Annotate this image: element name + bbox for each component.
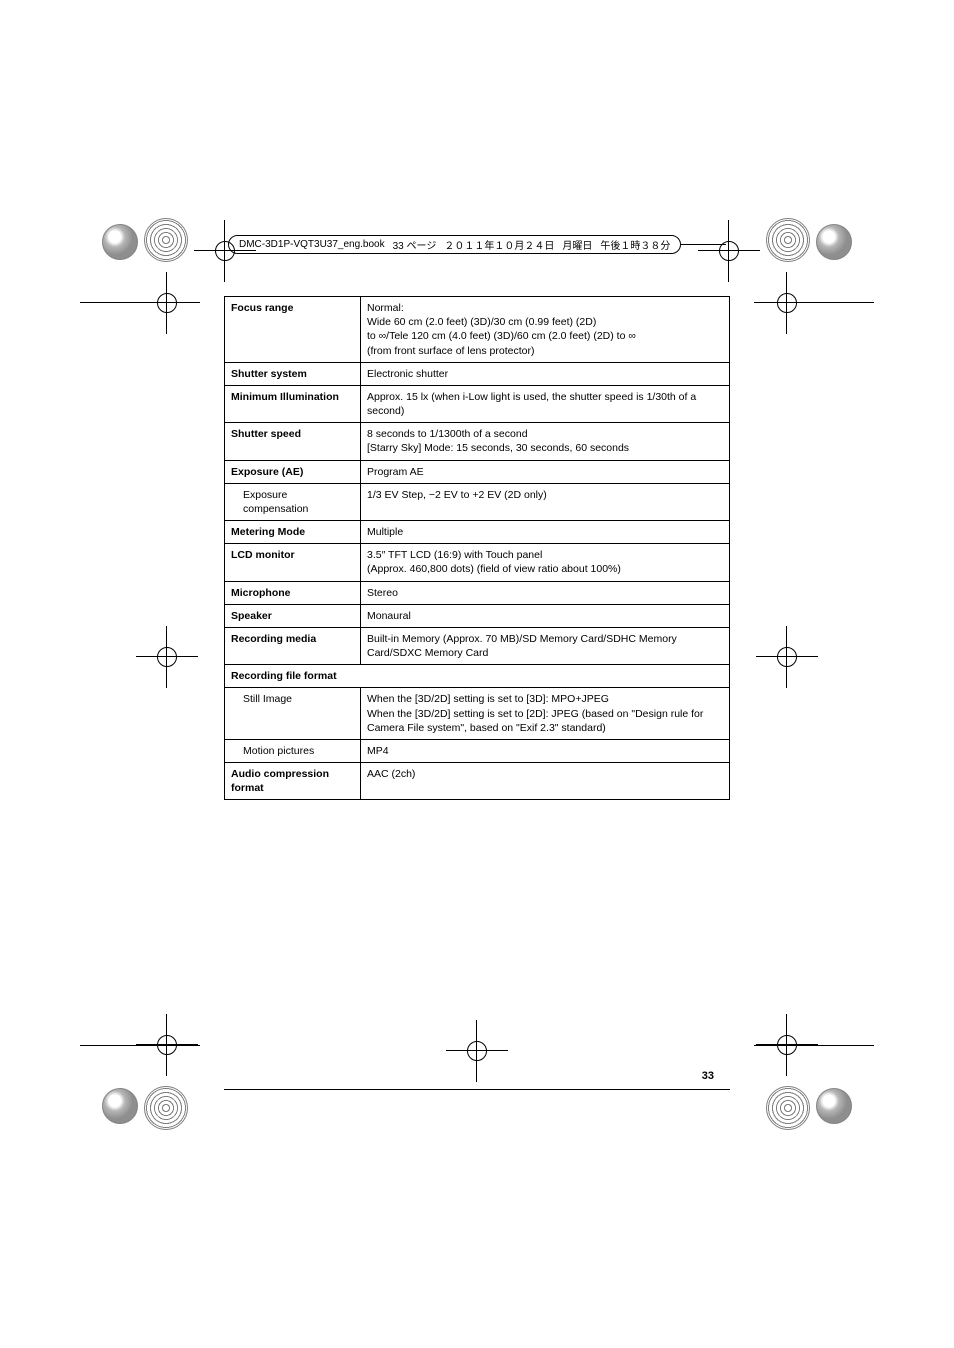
table-row: Minimum Illumination Approx. 15 lx (when… <box>225 385 730 422</box>
spec-value: Stereo <box>361 581 730 604</box>
spec-label: Focus range <box>225 297 361 363</box>
print-corner-globe <box>766 218 810 262</box>
spec-value: Normal: Wide 60 cm (2.0 feet) (3D)/30 cm… <box>361 297 730 363</box>
spec-label: Shutter system <box>225 362 361 385</box>
header-date-jp: ２０１１年１０月２４日 <box>444 237 554 252</box>
table-row: Audio compression format AAC (2ch) <box>225 763 730 800</box>
table-row: Still Image When the [3D/2D] setting is … <box>225 688 730 740</box>
spec-value: MP4 <box>361 739 730 762</box>
spec-section: Recording file format <box>225 665 730 688</box>
print-header-oval: DMC-3D1P-VQT3U37_eng.book 33 ページ ２０１１年１０… <box>228 235 681 254</box>
header-rule <box>681 244 726 245</box>
spec-table: Focus range Normal: Wide 60 cm (2.0 feet… <box>224 296 730 800</box>
spec-value: Program AE <box>361 460 730 483</box>
spec-value: Built-in Memory (Approx. 70 MB)/SD Memor… <box>361 627 730 664</box>
spec-value: Electronic shutter <box>361 362 730 385</box>
table-row: Motion pictures MP4 <box>225 739 730 762</box>
table-row: Recording media Built-in Memory (Approx.… <box>225 627 730 664</box>
spec-value: 3.5″ TFT LCD (16:9) with Touch panel (Ap… <box>361 544 730 581</box>
table-row: Microphone Stereo <box>225 581 730 604</box>
spec-value: 8 seconds to 1/1300th of a second [Starr… <box>361 423 730 460</box>
spec-label: Exposure (AE) <box>225 460 361 483</box>
spec-value: When the [3D/2D] setting is set to [3D]:… <box>361 688 730 740</box>
spec-value: 1/3 EV Step, −2 EV to +2 EV (2D only) <box>361 483 730 520</box>
header-filename: DMC-3D1P-VQT3U37_eng.book <box>239 239 385 250</box>
registration-mark <box>770 640 804 674</box>
spec-label: Exposure compensation <box>225 483 361 520</box>
footer-rule <box>224 1089 730 1090</box>
print-corner-decor <box>816 1088 852 1124</box>
spec-label: Minimum Illumination <box>225 385 361 422</box>
table-row: Exposure (AE) Program AE <box>225 460 730 483</box>
print-corner-globe <box>144 218 188 262</box>
spec-label: Shutter speed <box>225 423 361 460</box>
table-row: Speaker Monaural <box>225 604 730 627</box>
spec-label: Microphone <box>225 581 361 604</box>
registration-mark <box>150 640 184 674</box>
registration-mark <box>770 1028 804 1062</box>
spec-value: AAC (2ch) <box>361 763 730 800</box>
header-weekday-jp: 月曜日 <box>562 237 592 252</box>
spec-value: Multiple <box>361 521 730 544</box>
print-corner-decor <box>102 224 138 260</box>
print-corner-decor <box>816 224 852 260</box>
table-row: Metering Mode Multiple <box>225 521 730 544</box>
spec-label: LCD monitor <box>225 544 361 581</box>
table-row: Exposure compensation 1/3 EV Step, −2 EV… <box>225 483 730 520</box>
registration-mark <box>150 1028 184 1062</box>
spec-label: Recording media <box>225 627 361 664</box>
print-corner-globe <box>766 1086 810 1130</box>
table-row: LCD monitor 3.5″ TFT LCD (16:9) with Tou… <box>225 544 730 581</box>
table-row: Focus range Normal: Wide 60 cm (2.0 feet… <box>225 297 730 363</box>
spec-label: Motion pictures <box>225 739 361 762</box>
print-corner-decor <box>102 1088 138 1124</box>
spec-value: Approx. 15 lx (when i-Low light is used,… <box>361 385 730 422</box>
registration-mark <box>770 286 804 320</box>
spec-label: Audio compression format <box>225 763 361 800</box>
page-number: 33 <box>702 1070 714 1082</box>
table-row: Shutter speed 8 seconds to 1/1300th of a… <box>225 423 730 460</box>
print-corner-globe <box>144 1086 188 1130</box>
registration-mark <box>150 286 184 320</box>
spec-label: Metering Mode <box>225 521 361 544</box>
print-header: DMC-3D1P-VQT3U37_eng.book 33 ページ ２０１１年１０… <box>228 234 726 254</box>
header-page-jp: 33 ページ <box>393 237 437 252</box>
header-time-jp: 午後１時３８分 <box>600 237 670 252</box>
spec-value: Monaural <box>361 604 730 627</box>
registration-mark <box>460 1034 494 1068</box>
spec-label: Still Image <box>225 688 361 740</box>
table-row: Shutter system Electronic shutter <box>225 362 730 385</box>
spec-label: Speaker <box>225 604 361 627</box>
table-row: Recording file format <box>225 665 730 688</box>
